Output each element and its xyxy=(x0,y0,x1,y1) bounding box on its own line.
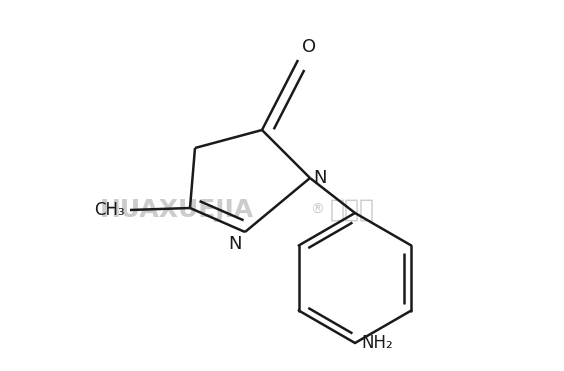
Text: N: N xyxy=(228,235,242,253)
Text: N: N xyxy=(313,169,327,187)
Text: CH₃: CH₃ xyxy=(94,201,125,219)
Text: 化学加: 化学加 xyxy=(330,198,375,222)
Text: NH₂: NH₂ xyxy=(361,334,393,352)
Text: O: O xyxy=(302,38,316,56)
Text: HUAXUEJIA: HUAXUEJIA xyxy=(100,198,254,222)
Text: ®: ® xyxy=(310,203,324,217)
